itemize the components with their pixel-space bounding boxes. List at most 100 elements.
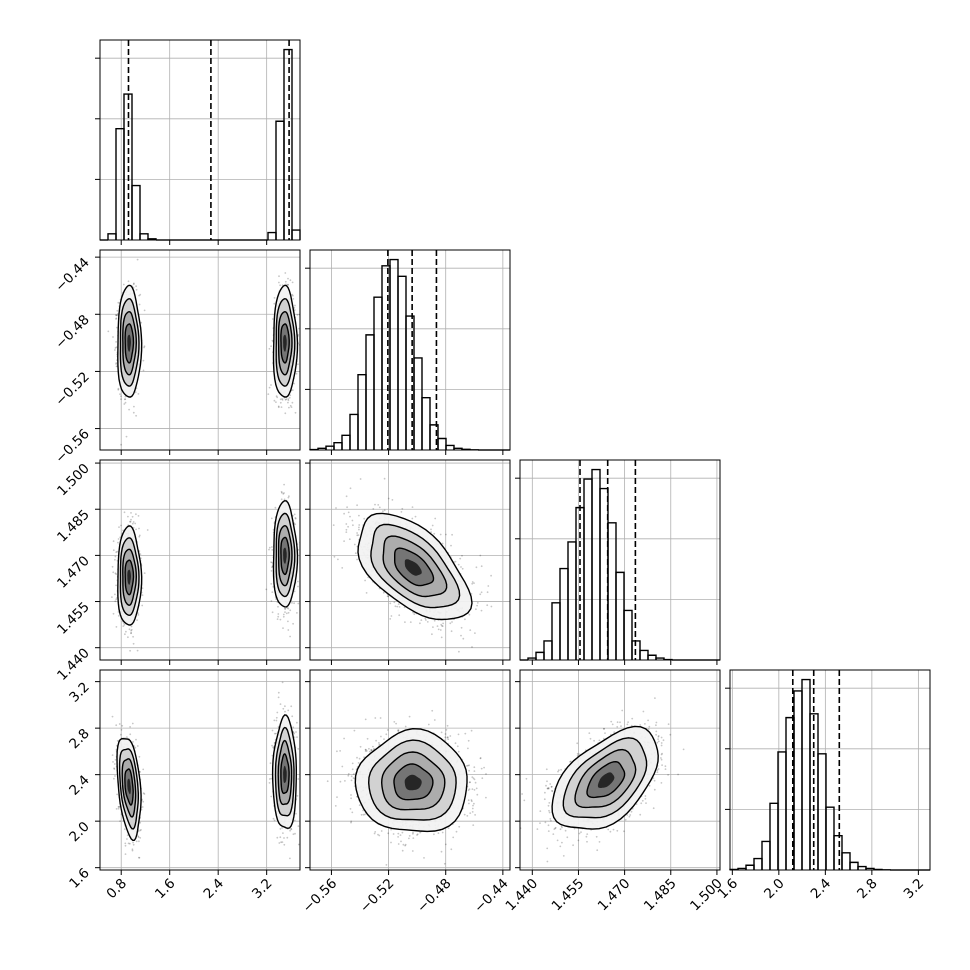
contour-line (122, 548, 138, 607)
scatter-point (112, 540, 115, 543)
scatter-point (115, 341, 117, 343)
scatter-point (293, 602, 295, 605)
panel-frame (99, 249, 301, 451)
histogram-panel-3 (725, 669, 931, 875)
scatter-point (279, 284, 281, 287)
scatter-point (136, 619, 139, 621)
scatter-point (137, 836, 140, 839)
scatter-point (270, 583, 273, 585)
scatter-point (114, 555, 117, 558)
scatter-point (270, 345, 272, 348)
scatter-point (291, 293, 294, 296)
scatter-point (282, 627, 284, 629)
scatter-point (131, 522, 134, 525)
scatter-point (120, 733, 122, 736)
histogram-bar (535, 651, 545, 660)
scatter-point (132, 521, 135, 523)
scatter-point (296, 612, 298, 614)
contour-line (119, 297, 140, 387)
histogram-bar (107, 233, 117, 240)
scatter-point (284, 607, 286, 610)
histogram-bar (357, 373, 367, 450)
scatter-point (131, 722, 134, 725)
scatter-point (123, 623, 126, 626)
contour-line (280, 536, 290, 576)
scatter-point (132, 843, 135, 846)
histogram-bar (333, 441, 343, 450)
scatter-point (283, 483, 285, 486)
scatter-point (115, 317, 118, 320)
scatter-point (273, 302, 276, 305)
scatter-point (294, 517, 297, 519)
histogram-bar (389, 258, 399, 450)
scatter-point (111, 565, 114, 568)
scatter-point (288, 495, 290, 498)
scatter-point (271, 611, 274, 614)
grid (520, 460, 720, 660)
scatter-point (279, 401, 282, 404)
scatter-point (132, 741, 134, 743)
scatter-point (280, 490, 283, 493)
scatter-point (284, 611, 286, 613)
scatter-point (297, 334, 300, 336)
scatter-point (268, 347, 271, 350)
contour-line (122, 310, 138, 376)
scatter-point (271, 549, 274, 551)
scatter-point (287, 629, 290, 631)
scatter-point (138, 856, 141, 859)
scatter-point (288, 396, 291, 399)
scatter-point (139, 553, 142, 555)
scatter-point (282, 613, 285, 616)
scatter-point (115, 573, 118, 575)
scatter-point (301, 332, 303, 334)
panel-frame (309, 249, 511, 451)
scatter-point (115, 365, 118, 368)
scatter-point (133, 405, 135, 408)
histogram-bar (445, 444, 455, 450)
scatter-point (146, 529, 149, 531)
scatter-point (117, 538, 120, 540)
scatter-point (125, 435, 128, 438)
scatter-point (124, 395, 127, 398)
scatter-point (107, 330, 110, 333)
scatter-point (285, 612, 288, 615)
scatter-point (270, 600, 273, 602)
scatter-point (130, 628, 133, 631)
scatter-point (287, 611, 290, 614)
scatter-point (137, 515, 140, 517)
scatter-point (126, 838, 128, 840)
scatter-point (297, 363, 299, 366)
scatter-point (277, 615, 280, 618)
scatter-point (135, 513, 137, 516)
scatter-point (137, 614, 140, 616)
histogram-bar (567, 541, 577, 660)
scatter-point (275, 401, 277, 403)
scatter-point (112, 336, 114, 338)
scatter-point (284, 280, 287, 283)
scatter-point (119, 536, 122, 539)
contour-line (119, 537, 140, 617)
scatter-point (287, 398, 290, 400)
scatter-point (112, 571, 115, 574)
scatter-point (128, 842, 131, 845)
scatter-point (137, 393, 140, 395)
scatter-point (271, 566, 273, 568)
scatter-point (293, 309, 296, 311)
scatter-point (287, 620, 289, 623)
scatter-point (117, 387, 120, 390)
scatter-point (116, 326, 118, 329)
histogram-panel-0 (95, 39, 301, 245)
scatter-point (142, 359, 145, 362)
scatter-point (138, 535, 141, 538)
scatter-point (276, 618, 279, 620)
scatter-point (120, 398, 122, 401)
scatter-point (135, 738, 137, 741)
scatter-point (301, 546, 303, 548)
scatter-point (132, 635, 135, 638)
scatter-point (278, 281, 280, 284)
scatter-point (114, 572, 117, 575)
scatter-point (291, 281, 294, 284)
histogram-bar (623, 609, 633, 660)
histogram-bar (647, 654, 657, 660)
scatter-point (127, 842, 130, 845)
